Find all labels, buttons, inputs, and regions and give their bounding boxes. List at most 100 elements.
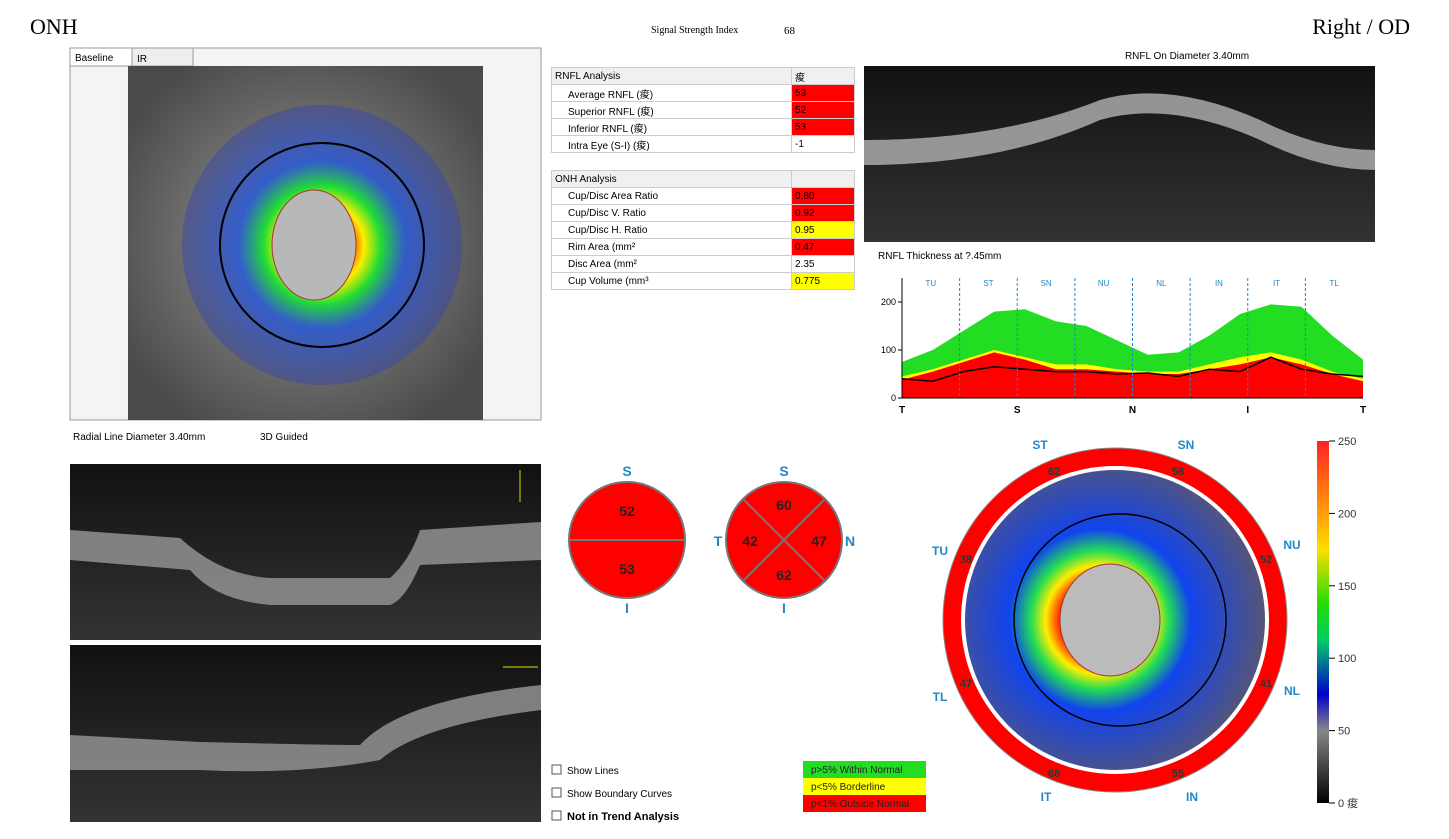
signal-label: Signal Strength Index (651, 25, 739, 36)
sector-label: NU (1283, 538, 1300, 552)
checkbox-label: Show Lines (567, 766, 619, 777)
sector-label: ST (983, 279, 993, 288)
quadrant-label: I (625, 600, 629, 616)
legend: p>5% Within Normal p<5% Borderline p<1% Ou… (803, 761, 926, 812)
quadrant-label: S (779, 463, 788, 479)
rnfl-table: RNFL Analysis 痠 Average RNFL (痠) 53 Superior… (551, 67, 855, 153)
row-value: 53 (791, 118, 855, 136)
header-cell (791, 170, 855, 188)
row: Disc Area (mm² 2.35 (551, 255, 855, 273)
disc (271, 189, 357, 301)
label: 3D Guided (260, 432, 308, 443)
signal-value: 68 (784, 25, 795, 37)
row-label: Cup/Disc V. Ratio (551, 204, 792, 222)
row: Inferior RNFL (痠) 53 (551, 118, 855, 136)
colorbar-label: 250 (1338, 436, 1356, 448)
header-cell: ONH Analysis (551, 170, 792, 188)
quadrant-value: 60 (776, 497, 792, 513)
quadrant-value: 62 (776, 567, 792, 583)
row-value: 0.80 (791, 187, 855, 205)
row-value: 0.47 (791, 238, 855, 256)
row: Intra Eye (S-I) (痠) -1 (551, 135, 855, 153)
sector-label: NU (1098, 279, 1110, 288)
title: ONH (30, 14, 78, 39)
tab-label: IR (137, 54, 147, 65)
onh-table: ONH Analysis Cup/Disc Area Ratio 0.80 Cup/D… (551, 170, 855, 290)
row-label: Disc Area (mm² (551, 255, 792, 273)
sector-label: TL (1330, 279, 1340, 288)
sector-value: 41 (1260, 678, 1272, 690)
retina (864, 93, 1375, 170)
row-label: Average RNFL (痠) (551, 84, 792, 102)
x-tick-label: T (1360, 405, 1366, 416)
quadrant-value: 42 (742, 533, 758, 549)
sector-value: 52 (1260, 554, 1272, 566)
colorbar-label: 0 痠 (1338, 796, 1358, 810)
colorbar-label: 50 (1338, 726, 1350, 738)
quadrant-label: I (782, 600, 786, 616)
colorbar-label: 200 (1338, 508, 1356, 520)
quadrant-label: N (845, 533, 855, 549)
row-label: Cup/Disc Area Ratio (551, 187, 792, 205)
quadrant-label: S (622, 463, 631, 479)
sector-value: 38 (960, 554, 972, 566)
row-label: Cup Volume (mm³ (551, 272, 792, 290)
label: RNFL Thickness at ?.45mm (878, 251, 1001, 262)
row: Average RNFL (痠) 53 (551, 84, 855, 102)
legend-label: p<5% Borderline (811, 782, 886, 793)
row-label: Rim Area (mm² (551, 238, 792, 256)
header-row: ONH Analysis (551, 170, 855, 188)
scan-circle (219, 142, 425, 348)
divider (742, 498, 826, 582)
x-tick-label: S (1014, 405, 1021, 416)
sector-value: 68 (1048, 768, 1060, 780)
sector-label: TU (932, 544, 948, 558)
sector-value: 58 (1172, 466, 1184, 478)
y-tick-label: 100 (881, 345, 896, 355)
disc (1059, 563, 1161, 677)
sector-label: TU (925, 279, 936, 288)
row-value: 52 (791, 101, 855, 119)
row: Superior RNFL (痠) 52 (551, 101, 855, 119)
retina (70, 685, 541, 772)
x-tick-label: N (1129, 405, 1136, 416)
checkbox-label: Show Boundary Curves (567, 789, 672, 800)
quadrant-label: T (714, 533, 723, 549)
sector-label: NL (1156, 279, 1167, 288)
sector-label: SN (1178, 438, 1195, 452)
checkbox[interactable] (551, 764, 562, 775)
sector-value: 47 (960, 678, 972, 690)
row-label: Intra Eye (S-I) (痠) (551, 135, 792, 153)
sector-label: ST (1032, 438, 1048, 452)
sector-label: NL (1284, 684, 1300, 698)
quadrant-value: 47 (811, 533, 827, 549)
checkbox[interactable] (551, 810, 562, 821)
quadrant-value: 53 (619, 561, 635, 577)
x-tick-label: I (1246, 405, 1249, 416)
sector-value: 55 (1172, 768, 1184, 780)
colorbar-label: 100 (1338, 653, 1356, 665)
legend-label: p<1% Outside Normal (811, 799, 909, 810)
label: RNFL On Diameter 3.40mm (1125, 51, 1249, 62)
header-row: RNFL Analysis 痠 (551, 67, 855, 85)
row-value: 53 (791, 84, 855, 102)
checkbox-label: Not in Trend Analysis (567, 811, 679, 823)
legend-label: p>5% Within Normal (811, 765, 902, 776)
sector-label: IT (1273, 279, 1280, 288)
sector-value: 62 (1048, 466, 1060, 478)
header-cell: 痠 (791, 67, 855, 85)
row-value: -1 (791, 135, 855, 153)
row: Cup/Disc H. Ratio 0.95 (551, 221, 855, 239)
checkboxes: Show Lines Show Boundary Curves Not in Tre… (551, 764, 679, 823)
checkbox[interactable] (551, 787, 562, 798)
y-tick-label: 200 (881, 297, 896, 307)
legend-swatch (803, 778, 926, 795)
sector-label: IN (1186, 790, 1198, 804)
sector-label: TL (933, 690, 948, 704)
label: Radial Line Diameter 3.40mm (73, 432, 205, 443)
scan-circle (1013, 513, 1227, 727)
quadrant-value: 52 (619, 503, 635, 519)
sector-label: SN (1041, 279, 1052, 288)
